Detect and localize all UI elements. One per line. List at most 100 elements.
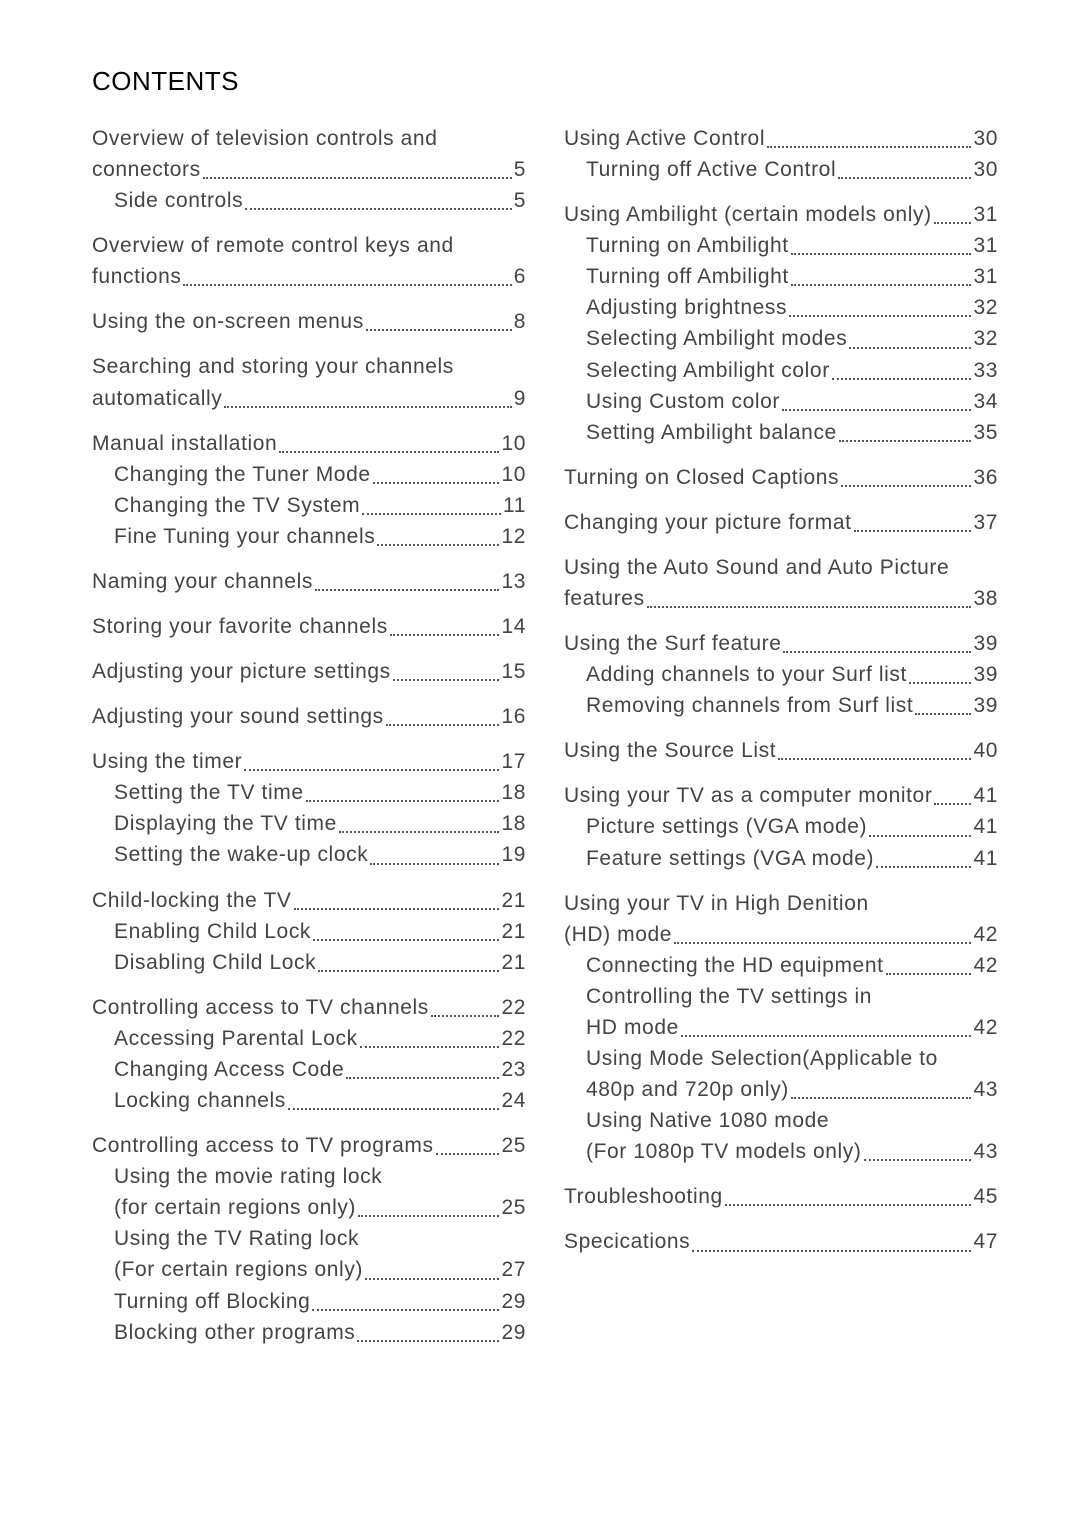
dot-leader [876, 866, 971, 868]
dot-leader [360, 1046, 500, 1048]
toc-label: Overview of remote control keys and [92, 230, 526, 261]
dot-leader [366, 329, 512, 331]
toc-page: 21 [501, 916, 526, 947]
toc-label: Changing the Tuner Mode [114, 459, 371, 490]
toc-entry: Controlling access to TV programs25 [92, 1130, 526, 1161]
dot-leader [778, 758, 971, 760]
toc-page: 14 [501, 611, 526, 642]
toc-label: Changing the TV System [114, 490, 360, 521]
toc-section: Overview of television controls andconne… [92, 123, 526, 216]
dot-leader [869, 835, 971, 837]
toc-label: Controlling the TV settings in [586, 981, 998, 1012]
toc-entry: Using the Source List40 [564, 735, 998, 766]
toc-section: Storing your favorite channels14 [92, 611, 526, 642]
toc-entry: Overview of television controls andconne… [92, 123, 526, 185]
dot-leader [377, 544, 499, 546]
toc-entry: Using the Auto Sound and Auto Picturefea… [564, 552, 998, 614]
toc-label: Turning off Active Control [586, 154, 836, 185]
toc-entry: Side controls5 [92, 185, 526, 216]
toc-page: 5 [514, 154, 526, 185]
toc-entry: Specications47 [564, 1226, 998, 1257]
toc-page: 41 [973, 811, 998, 842]
toc-label: Turning off Ambilight [586, 261, 789, 292]
toc-page: 10 [501, 428, 526, 459]
toc-entry: Using the movie rating lock(for certain … [92, 1161, 526, 1223]
dot-leader [362, 513, 501, 515]
toc-label: (HD) mode [564, 919, 672, 950]
toc-label: Using your TV in High Denition [564, 888, 998, 919]
dot-leader [373, 482, 500, 484]
toc-label: Locking channels [114, 1085, 286, 1116]
toc-page: 39 [973, 628, 998, 659]
dot-leader [681, 1035, 972, 1037]
toc-label: (for certain regions only) [114, 1192, 356, 1223]
toc-entry: Controlling the TV settings inHD mode42 [564, 981, 998, 1043]
toc-label: Adjusting your picture settings [92, 656, 391, 687]
dot-leader [365, 1278, 499, 1280]
toc-label: Overview of television controls and [92, 123, 526, 154]
toc-section: Using the Auto Sound and Auto Picturefea… [564, 552, 998, 614]
toc-entry: Changing the Tuner Mode10 [92, 459, 526, 490]
toc-label: Enabling Child Lock [114, 916, 311, 947]
toc-page: 42 [973, 919, 998, 950]
dot-leader [854, 530, 972, 532]
toc-entry: Using the timer17 [92, 746, 526, 777]
toc-label: Blocking other programs [114, 1317, 355, 1348]
toc-entry: Picture settings (VGA mode)41 [564, 811, 998, 842]
toc-entry: Manual installation10 [92, 428, 526, 459]
toc-page: 9 [514, 383, 526, 414]
toc-page: 15 [501, 656, 526, 687]
toc-page: 35 [973, 417, 998, 448]
toc-section: Using your TV as a computer monitor41Pic… [564, 780, 998, 873]
toc-label: 480p and 720p only) [586, 1074, 789, 1105]
toc-entry: Feature settings (VGA mode)41 [564, 843, 998, 874]
toc-label: Adjusting your sound settings [92, 701, 384, 732]
dot-leader [358, 1215, 499, 1217]
dot-leader [339, 831, 500, 833]
toc-entry: Changing Access Code23 [92, 1054, 526, 1085]
dot-leader [244, 769, 499, 771]
toc-section: Specications47 [564, 1226, 998, 1257]
dot-leader [315, 589, 499, 591]
toc-page: 18 [501, 777, 526, 808]
toc-entry: Storing your favorite channels14 [92, 611, 526, 642]
toc-entry: Disabling Child Lock21 [92, 947, 526, 978]
toc-entry: Fine Tuning your channels12 [92, 521, 526, 552]
toc-label: Child-locking the TV [92, 885, 292, 916]
toc-page: 33 [973, 355, 998, 386]
toc-entry: Adjusting your sound settings16 [92, 701, 526, 732]
toc-section: Using Active Control30Turning off Active… [564, 123, 998, 185]
toc-entry: Using your TV as a computer monitor41 [564, 780, 998, 811]
toc-column-right: Using Active Control30Turning off Active… [564, 123, 998, 1362]
toc-page: 17 [501, 746, 526, 777]
toc-label: Setting the wake-up clock [114, 839, 368, 870]
toc-label: Setting Ambilight balance [586, 417, 837, 448]
toc-section: Controlling access to TV programs25Using… [92, 1130, 526, 1348]
toc-page: 22 [501, 1023, 526, 1054]
toc-entry: Locking channels24 [92, 1085, 526, 1116]
toc-page: 29 [501, 1286, 526, 1317]
toc-section: Turning on Closed Captions36 [564, 462, 998, 493]
toc-entry: Using Native 1080 mode(For 1080p TV mode… [564, 1105, 998, 1167]
toc-section: Controlling access to TV channels22Acces… [92, 992, 526, 1116]
toc-entry: Turning off Ambilight31 [564, 261, 998, 292]
toc-label: Using the Source List [564, 735, 776, 766]
toc-label: Connecting the HD equipment [586, 950, 884, 981]
toc-page: 45 [973, 1181, 998, 1212]
toc-page: 11 [503, 490, 526, 521]
toc-entry: Adding channels to your Surf list39 [564, 659, 998, 690]
dot-leader [279, 451, 499, 453]
toc-label: Turning off Blocking [114, 1286, 310, 1317]
toc-label: Using the on-screen menus [92, 306, 364, 337]
toc-page: 41 [973, 780, 998, 811]
toc-label: Displaying the TV time [114, 808, 337, 839]
dot-leader [313, 939, 499, 941]
toc-page: 25 [501, 1130, 526, 1161]
toc-label: (For certain regions only) [114, 1254, 363, 1285]
toc-section: Using the on-screen menus8 [92, 306, 526, 337]
dot-leader [886, 973, 972, 975]
dot-leader [312, 1309, 499, 1311]
dot-leader [288, 1108, 500, 1110]
toc-page: 22 [501, 992, 526, 1023]
toc-label: Using the Auto Sound and Auto Picture [564, 552, 998, 583]
